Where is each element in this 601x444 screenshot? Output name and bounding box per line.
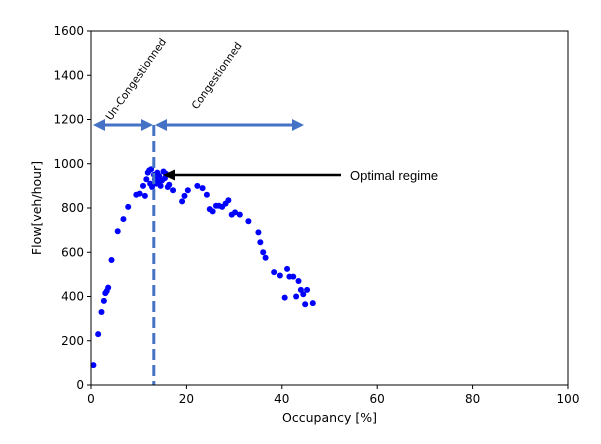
plot-area — [91, 31, 568, 385]
optimal-regime-arrowhead — [163, 169, 175, 181]
congested-arrowhead-left — [155, 119, 167, 131]
data-point — [290, 273, 297, 280]
y-tick-label: 600 — [61, 245, 84, 259]
y-tick-label: 1600 — [53, 24, 84, 38]
data-point — [184, 187, 191, 194]
data-point — [166, 181, 173, 188]
data-point — [260, 249, 267, 256]
y-axis: 0 200 400 600 800 1000 1200 1400 1600 — [53, 24, 91, 392]
data-point — [105, 284, 112, 291]
data-point — [302, 301, 309, 308]
data-point — [114, 228, 121, 235]
y-tick-label: 800 — [61, 201, 84, 215]
data-point — [194, 182, 201, 189]
data-point — [95, 331, 102, 338]
data-point — [304, 286, 311, 293]
x-axis-label: Occupancy [%] — [282, 410, 377, 425]
data-point — [281, 294, 288, 301]
y-axis-label: Flow[veh/hour] — [29, 161, 44, 255]
data-point — [136, 190, 143, 197]
data-point — [149, 183, 156, 190]
data-point — [300, 291, 307, 298]
uncongested-arrowhead-left — [93, 119, 105, 131]
y-tick-label: 400 — [61, 290, 84, 304]
data-point — [157, 182, 164, 189]
data-point — [156, 172, 163, 179]
data-point — [295, 278, 302, 285]
data-point — [143, 176, 150, 183]
data-point — [120, 216, 127, 223]
data-point — [245, 218, 252, 225]
data-point — [179, 198, 186, 205]
data-point — [309, 300, 316, 307]
data-point — [141, 192, 148, 199]
y-tick-label: 1000 — [53, 157, 84, 171]
optimal-regime-label: Optimal regime — [350, 168, 438, 183]
data-point — [209, 208, 216, 215]
data-point — [284, 265, 291, 272]
data-point — [203, 191, 210, 198]
x-tick-label: 60 — [370, 392, 385, 406]
uncongested-arrowhead-right — [141, 119, 153, 131]
data-point — [199, 185, 206, 192]
data-point — [98, 308, 105, 315]
data-point — [232, 209, 239, 216]
data-point — [225, 197, 232, 204]
x-tick-label: 0 — [87, 392, 95, 406]
data-point — [100, 297, 107, 304]
congested-arrowhead-right — [292, 119, 304, 131]
x-tick-label: 100 — [557, 392, 580, 406]
data-point — [297, 286, 304, 293]
x-tick-label: 40 — [274, 392, 289, 406]
data-point — [262, 254, 269, 261]
data-point — [271, 269, 278, 276]
data-point — [236, 211, 243, 218]
data-point — [257, 239, 264, 246]
data-point — [90, 362, 97, 369]
data-point — [170, 187, 177, 194]
data-point — [125, 203, 132, 210]
data-point — [181, 192, 188, 199]
data-point — [255, 229, 262, 236]
data-point — [108, 256, 115, 263]
y-tick-label: 1400 — [53, 68, 84, 82]
data-point — [139, 182, 146, 189]
data-point — [276, 272, 283, 279]
y-tick-label: 200 — [61, 334, 84, 348]
y-tick-label: 1200 — [53, 113, 84, 127]
y-tick-label: 0 — [76, 378, 84, 392]
data-point — [293, 293, 300, 300]
x-tick-label: 80 — [465, 392, 480, 406]
x-axis: 0 20 40 60 80 100 — [87, 385, 579, 406]
x-tick-label: 20 — [179, 392, 194, 406]
